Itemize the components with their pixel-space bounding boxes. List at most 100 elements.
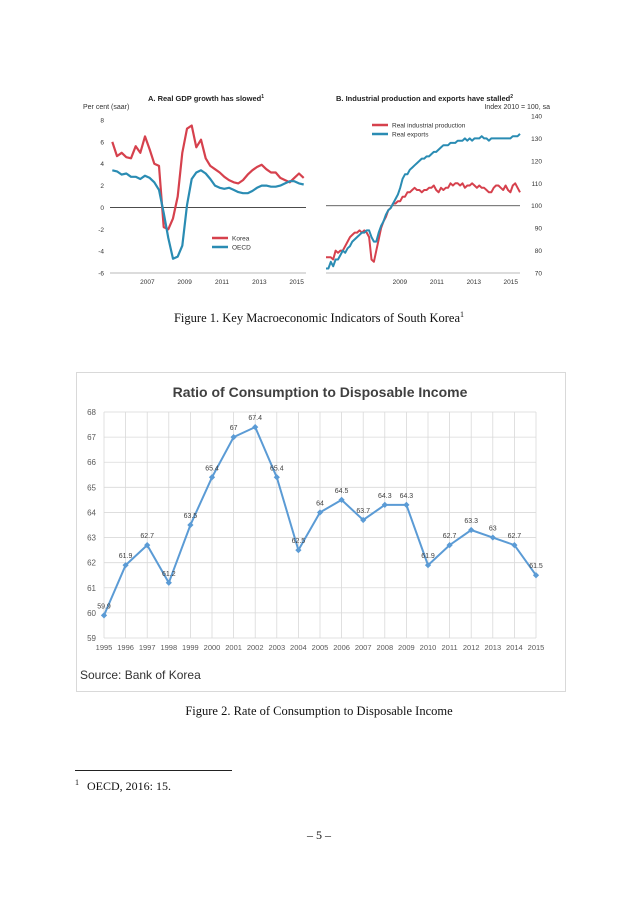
fig2-ytick: 63 [87,534,96,543]
figure1-caption: Figure 1. Key Macroeconomic Indicators o… [0,310,638,326]
panelA-series-line [112,169,304,260]
footnote-rule [75,770,232,771]
fig2-data-label: 63.5 [184,513,198,520]
fig2-data-label: 67.4 [248,415,262,422]
panelB-ytick: 80 [535,248,543,255]
fig2-xtick: 2006 [333,643,350,652]
panelA-ytick: 8 [100,118,104,125]
page-number: – 5 – [307,828,331,842]
fig2-ytick: 62 [87,559,96,568]
fig2-ytick: 61 [87,584,96,593]
figure1-chart: Per cent (saar) A. Real GDP growth has s… [83,94,550,286]
fig2-xtick: 2003 [268,643,285,652]
fig2-xtick: 2012 [463,643,480,652]
panelA-ytick: -2 [98,227,104,234]
panelA-unit: Per cent (saar) [83,104,129,111]
fig2-data-label: 62.5 [292,538,306,545]
fig2-xtick: 2008 [376,643,393,652]
fig2-ytick: 68 [87,408,96,417]
panelA-xtick: 2007 [140,279,155,286]
fig2-xtick: 1996 [117,643,134,652]
panelB-ytick: 140 [531,114,542,121]
panelA-xtick: 2013 [252,279,267,286]
fig2-data-label: 63 [489,526,497,533]
fig2-data-label: 63.3 [464,518,478,525]
figure1-caption-sup: 1 [460,310,465,319]
fig2-xtick: 2013 [484,643,501,652]
panelA-xtick: 2011 [215,279,229,286]
fig2-xtick: 2007 [355,643,372,652]
fig2-xtick: 2010 [420,643,437,652]
panelA-xtick: 2009 [177,279,192,286]
fig2-data-label: 64 [316,500,324,507]
panelA-ytick: 0 [100,205,104,212]
panelA-ytick: -6 [98,271,104,278]
fig2-ytick: 60 [87,609,96,618]
fig2-data-label: 61.5 [529,563,543,570]
panelA-legend-label: OECD [232,245,251,252]
fig2-data-label: 64.3 [400,493,414,500]
fig2-point [295,546,302,554]
panelB-legend-label: Real industrial production [392,123,466,130]
fig2-xtick: 2015 [528,643,545,652]
fig2-point [187,521,194,529]
fig2-xtick: 2004 [290,643,307,652]
figure2-source: Source: Bank of Korea [80,668,201,682]
fig2-point [273,474,280,481]
panelA-title: A. Real GDP growth has slowed1 [148,94,264,103]
fig2-point [403,501,410,509]
panelB-xtick: 2009 [393,279,408,286]
figure2-title: Ratio of Consumption to Disposable Incom… [173,384,468,400]
panelB-ytick: 100 [531,203,542,210]
fig2-xtick: 2011 [442,643,458,652]
fig2-xtick: 2001 [225,643,242,652]
panelB-ytick: 90 [535,226,543,233]
panelB-series-line [326,182,521,263]
fig2-ytick: 59 [87,634,96,643]
figure2-frame [76,372,566,692]
fig2-point [316,509,324,516]
fig2-xtick: 1995 [96,643,113,652]
fig2-data-label: 64.3 [378,493,392,500]
panelB-title: B. Industrial production and exports hav… [336,94,513,103]
fig2-point [489,534,496,541]
panelB-ytick: 70 [535,271,543,278]
fig2-data-label: 67 [230,425,238,432]
figure2-caption-text: Figure 2. Rate of Consumption to Disposa… [185,704,453,718]
panelA-ytick: 4 [100,161,104,168]
fig2-ytick: 67 [87,433,96,442]
fig2-data-label: 64.5 [335,488,349,495]
fig2-data-label: 63.7 [356,508,370,515]
panelB-series-line [326,133,521,270]
fig2-point [360,516,367,524]
fig2-data-label: 62.7 [140,533,154,540]
fig2-data-label: 61.9 [119,553,133,560]
figure2-chart: Ratio of Consumption to Disposable Incom… [87,384,545,652]
panelB-legend-label: Real exports [392,132,429,139]
fig2-data-label: 65.4 [270,465,284,472]
fig2-data-label: 59.9 [97,603,111,610]
panelA-xtick: 2015 [289,279,304,286]
panelB: B. Industrial production and exports hav… [326,94,550,286]
fig2-ytick: 65 [87,483,96,492]
fig2-point [252,423,259,431]
fig2-xtick: 2014 [506,643,523,652]
fig2-xtick: 2005 [312,643,329,652]
footnote-text: OECD, 2016: 15. [87,779,171,793]
fig2-xtick: 2002 [247,643,264,652]
fig2-xtick: 2000 [204,643,221,652]
fig2-data-label: 65.4 [205,465,219,472]
fig2-data-label: 61.9 [421,553,435,560]
panelA-ytick: 2 [100,183,104,190]
panelA-series-line [111,124,305,231]
fig2-xtick: 1999 [182,643,199,652]
panelB-xtick: 2013 [467,279,482,286]
figure2-caption: Figure 2. Rate of Consumption to Disposa… [0,704,638,719]
fig2-data-label: 62.7 [508,533,522,540]
fig2-xtick: 1997 [139,643,156,652]
panelA-ytick: 6 [100,139,104,146]
figure1-caption-text: Figure 1. Key Macroeconomic Indicators o… [173,311,461,326]
fig2-xtick: 1998 [160,643,177,652]
fig2-data-label: 61.2 [162,571,176,578]
fig2-xtick: 2009 [398,643,415,652]
